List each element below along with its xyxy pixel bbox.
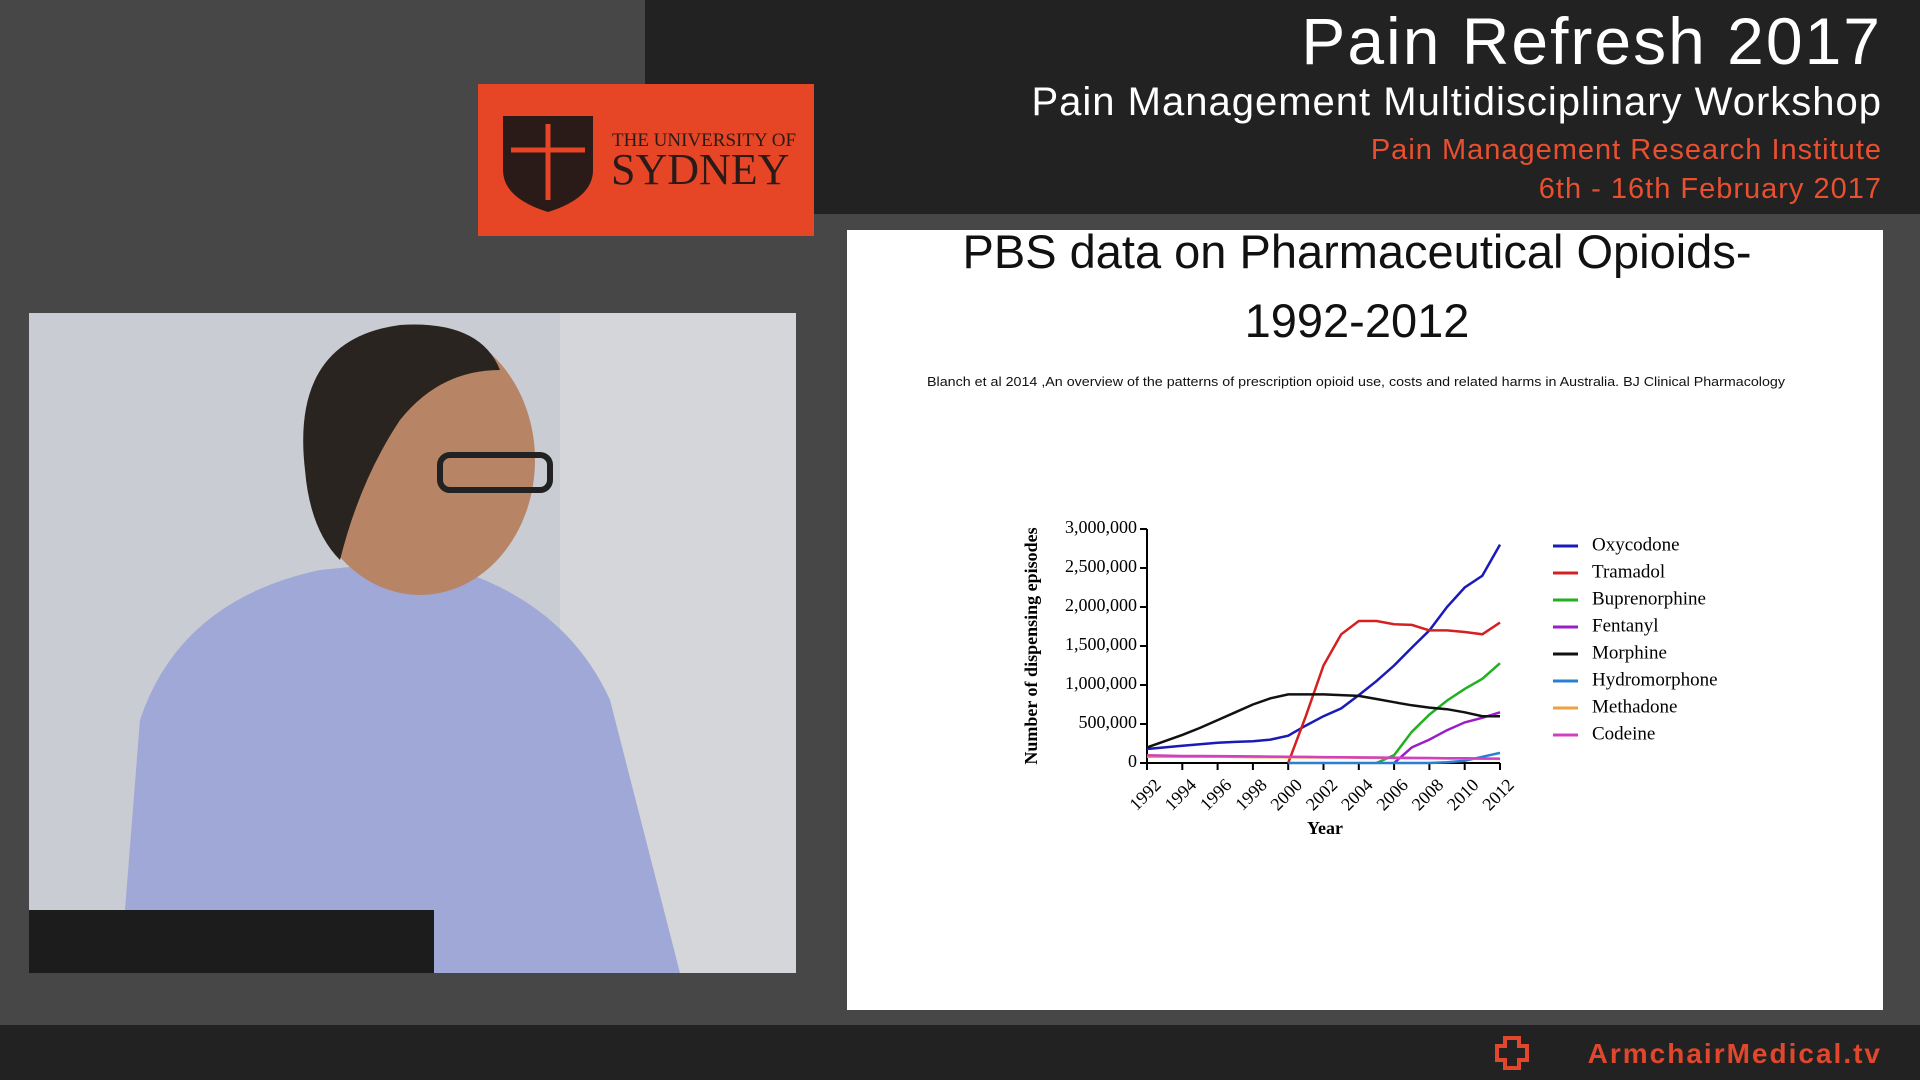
legend-label: Tramadol [1592,561,1665,582]
y-axis-label: Number of dispensing episodes [1021,527,1041,764]
header-band [645,0,1920,214]
header-subtitle: Pain Management Multidisciplinary Worksh… [1031,80,1882,124]
video-feed [29,313,796,973]
slide-title: 1992-2012 [1245,294,1470,347]
monitor [29,910,434,973]
footer-brand: ArmchairMedical.tv [1588,1038,1882,1069]
series-line [1287,619,1501,764]
header-dates: 6th - 16th February 2017 [1539,173,1882,205]
legend-label: Oxycodone [1592,534,1680,555]
slide-title: PBS data on Pharmaceutical Opioids- [963,225,1752,278]
legend-label: Fentanyl [1592,615,1659,636]
legend-label: Codeine [1592,723,1655,744]
x-axis-label: Year [1307,818,1343,838]
header-title: Pain Refresh 2017 [1301,4,1882,78]
series-line [1393,711,1501,764]
footer-logo: ArmchairMedical.tv [1495,1036,1882,1070]
logo-cross [511,124,585,200]
series-line [1146,693,1500,749]
series-line [1146,753,1501,760]
speaker-shirt [120,560,680,973]
legend-label: Buprenorphine [1592,588,1706,609]
speaker-glasses [437,452,553,493]
series-line [1288,751,1501,765]
footer-icon [1495,1036,1529,1070]
legend-label: Morphine [1592,642,1667,663]
y-tick-label: 2,500,000 [1065,556,1137,576]
speaker-hair [303,324,500,560]
series-line [1146,543,1502,751]
logo: THE UNIVERSITY OF SYDNEY [478,84,814,236]
header-institute: Pain Management Research Institute [1371,134,1882,166]
logo-line1: THE UNIVERSITY OF [612,130,796,151]
y-tick-label: 2,000,000 [1065,595,1137,615]
y-tick-label: 3,000,000 [1065,517,1137,537]
logo-line2: SYDNEY [611,145,789,194]
slide-citation: Blanch et al 2014 ,An overview of the pa… [927,374,1786,389]
legend-label: Methadone [1592,696,1677,717]
y-tick-label: 1,500,000 [1065,634,1137,654]
y-tick-label: 0 [1128,751,1137,771]
y-tick-label: 1,000,000 [1065,673,1137,693]
legend-label: Hydromorphone [1592,669,1718,690]
y-tick-label: 500,000 [1079,712,1138,732]
footer-band [0,1025,1920,1080]
